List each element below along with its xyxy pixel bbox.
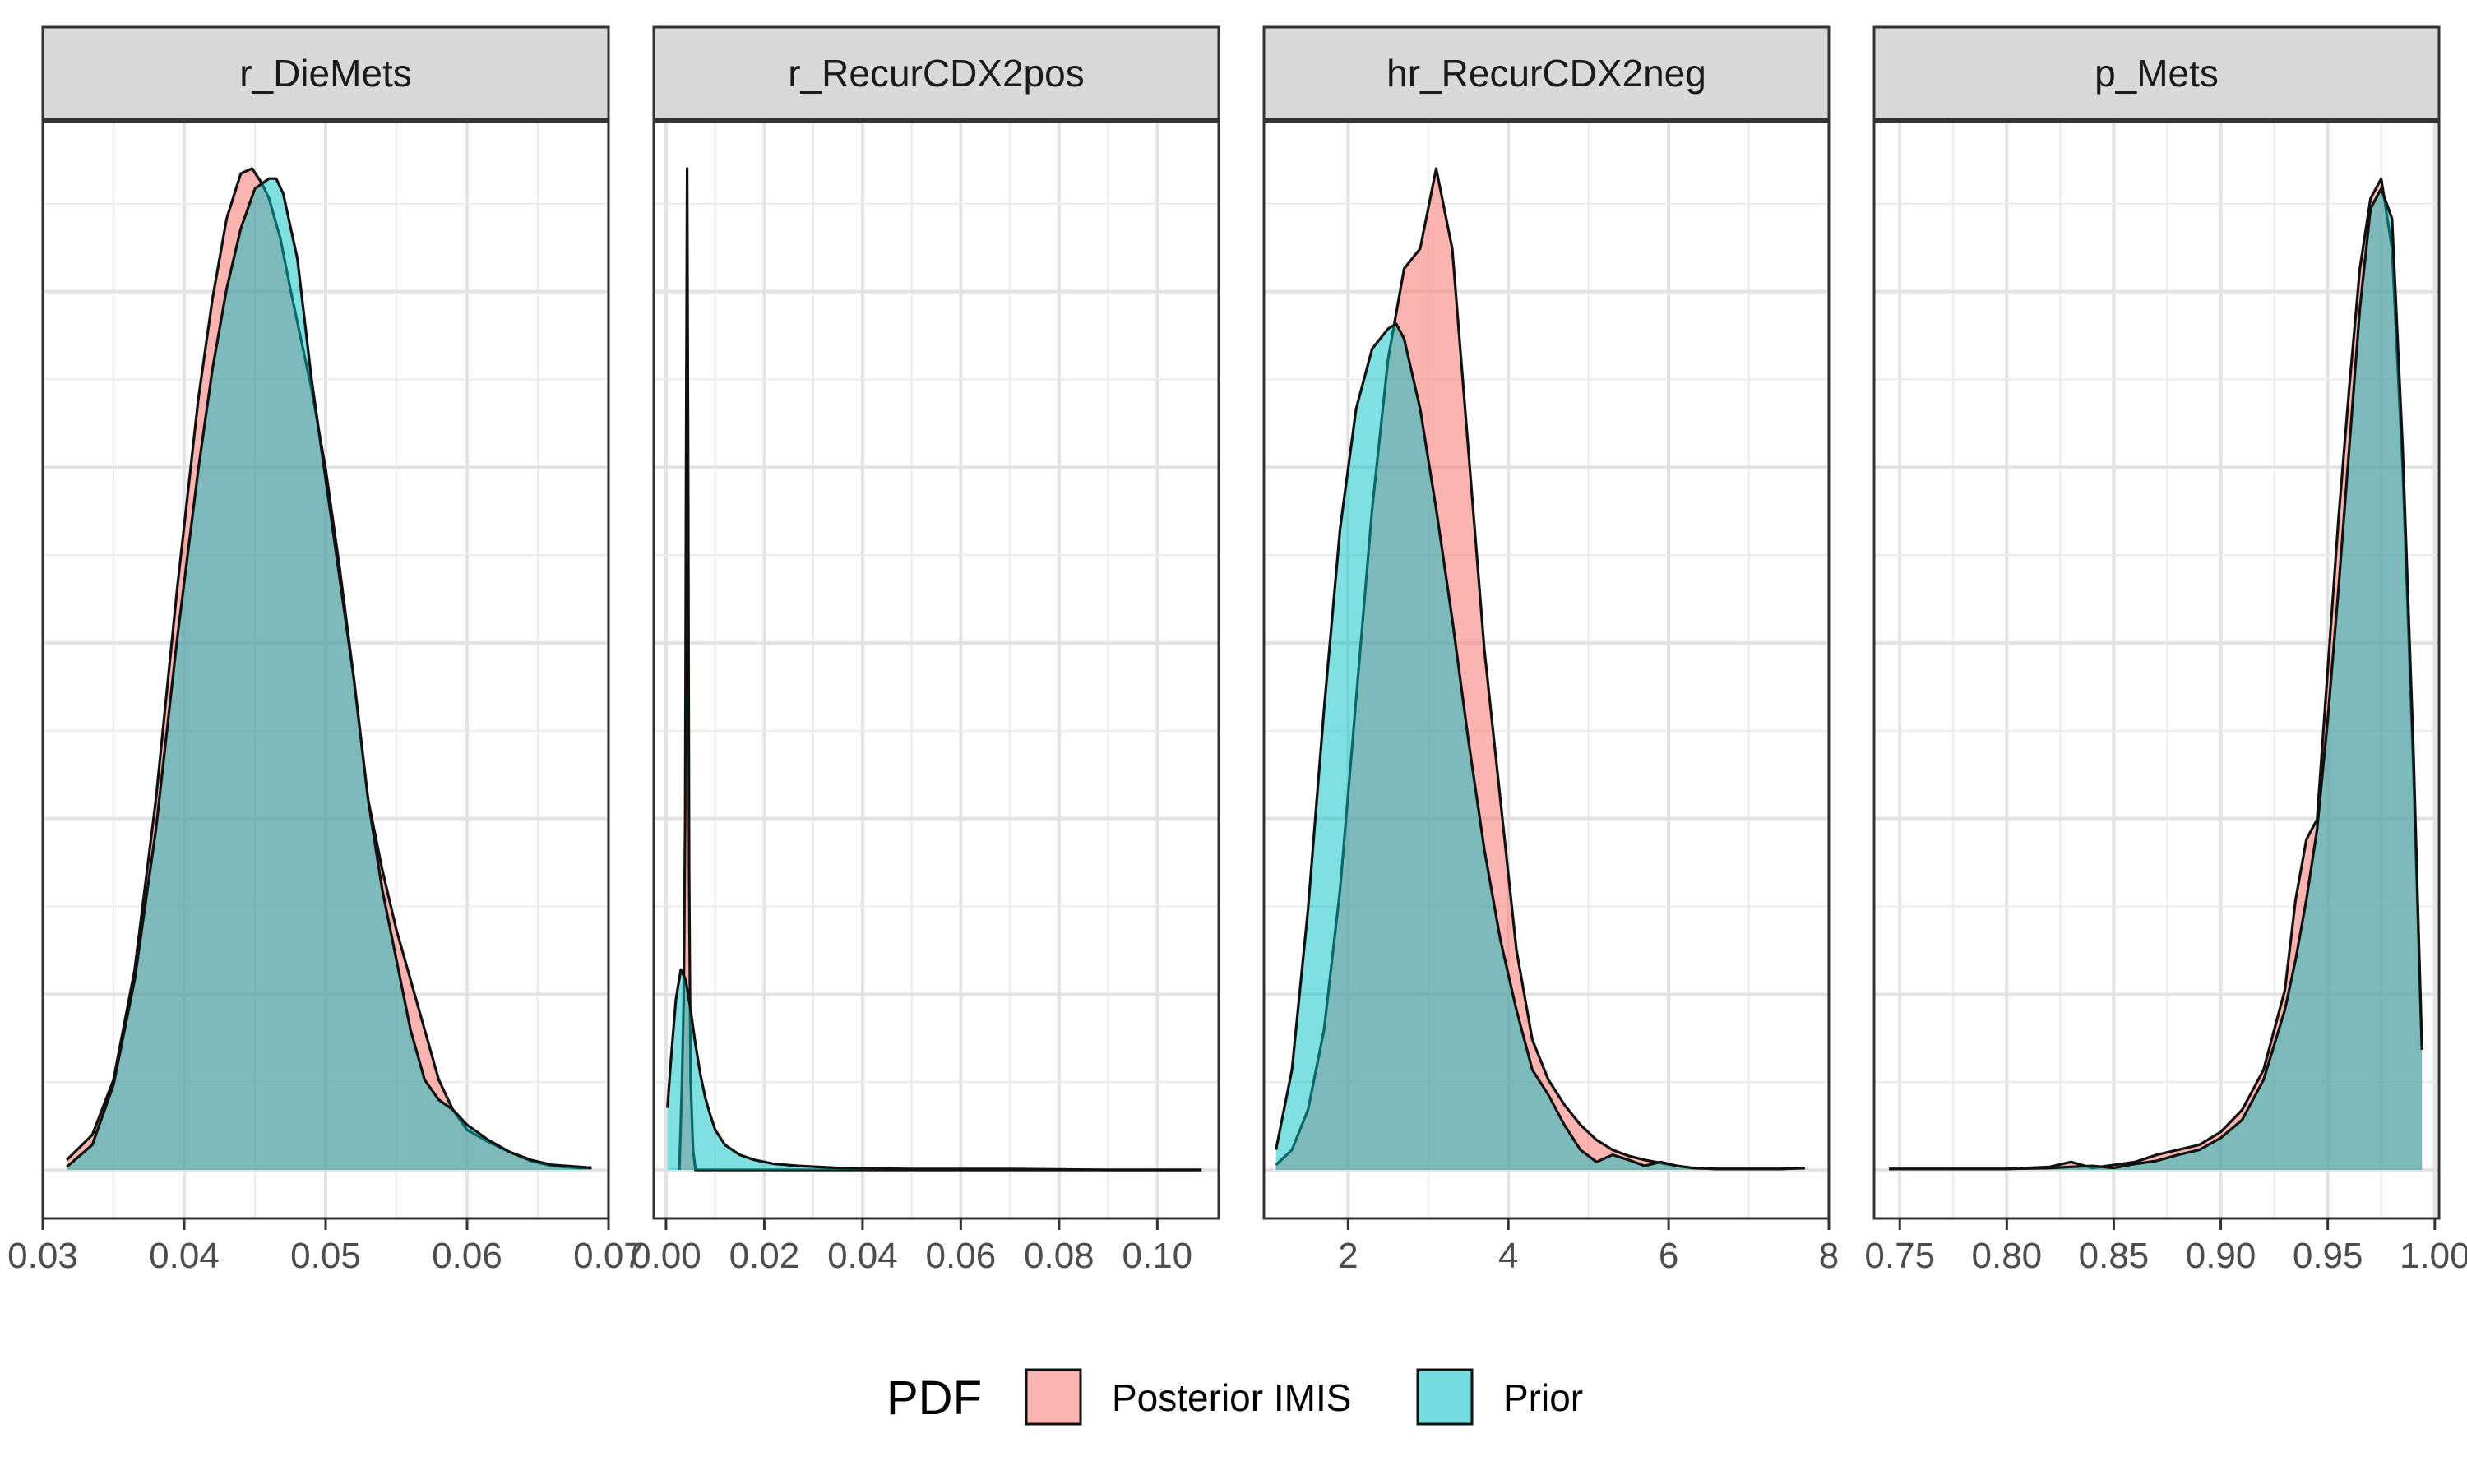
facet-strip-label: p_Mets	[2094, 52, 2219, 95]
prior-density-area	[667, 969, 1202, 1170]
legend-key-swatch	[1416, 1368, 1474, 1426]
x-tick-label: 0.75	[1864, 1236, 1935, 1276]
facet-strip	[1262, 25, 1831, 121]
legend-entry-label: Prior	[1503, 1376, 1583, 1419]
facet-panel-3: hr_RecurCDX2neg 2 4 6 8	[1262, 25, 1839, 1276]
prior-density-area	[1889, 188, 2423, 1170]
panel-plot-area	[1874, 122, 2439, 1218]
x-tick-label: 0.06	[432, 1236, 502, 1276]
prior-density-line	[1889, 187, 2423, 1171]
prior-density-area	[1275, 323, 1805, 1170]
prior-density-line	[1275, 322, 1805, 1171]
x-tick-label: 0.80	[1972, 1236, 2043, 1276]
panel-border	[652, 120, 1220, 1220]
x-tick-label: 0.05	[290, 1236, 361, 1276]
facet-panel-2: r_RecurCDX2pos 0.00 0.02 0.04 0.06 0.08 0.10	[631, 25, 1220, 1276]
x-tick-label: 0.06	[926, 1236, 997, 1276]
x-tick-label: 1.00	[2400, 1236, 2467, 1276]
prior-density-line	[66, 177, 592, 1170]
panel-background	[654, 122, 1219, 1218]
facet-strip	[652, 25, 1220, 121]
legend-entry-label: Posterior IMIS	[1112, 1376, 1351, 1419]
x-tick-label: 8	[1819, 1236, 1839, 1276]
prior-density-area	[67, 178, 592, 1171]
x-tick-label: 0.85	[2079, 1236, 2150, 1276]
x-tick-label: 2	[1338, 1236, 1358, 1276]
x-tick-label: 0.02	[729, 1236, 800, 1276]
x-tick-label: 0.95	[2293, 1236, 2363, 1276]
legend-title: PDF	[886, 1371, 982, 1425]
x-tick-label: 0.90	[2186, 1236, 2256, 1276]
x-tick-label: 0.08	[1024, 1236, 1095, 1276]
x-tick-label: 6	[1659, 1236, 1678, 1276]
posterior-density-line	[1889, 177, 2423, 1171]
x-tick-label: 0.04	[149, 1236, 220, 1276]
facet-strip-label: r_DieMets	[239, 52, 412, 95]
facet-panel-4: p_Mets 0.75 0.80 0.85 0.90 0.95 1.00	[1864, 25, 2467, 1276]
facet-strip-label: hr_RecurCDX2neg	[1386, 52, 1706, 95]
x-tick-label: 0.04	[827, 1236, 898, 1276]
x-tick-label: 4	[1498, 1236, 1518, 1276]
prior-density-line	[666, 968, 1202, 1172]
panel-border	[1872, 120, 2441, 1220]
legend: PDF Posterior IMIS Prior	[886, 1368, 1583, 1426]
x-tick-label: 0.03	[7, 1236, 78, 1276]
facet-strip-label: r_RecurCDX2pos	[788, 52, 1084, 95]
x-tick-label: 0.10	[1122, 1236, 1193, 1276]
x-tick-label: 0.00	[631, 1236, 701, 1276]
panel-plot-area	[1264, 122, 1829, 1218]
x-tick-label: 0.07	[573, 1236, 644, 1276]
panel-plot-area	[43, 122, 609, 1218]
legend-key-swatch	[1025, 1368, 1082, 1426]
facet-panel-1: r_DieMets 0.03 0.04 0.05 0.06 0.07	[7, 25, 644, 1276]
panel-plot-area	[654, 122, 1219, 1218]
panel-border	[1262, 120, 1831, 1220]
facet-strip	[41, 25, 610, 121]
facet-strip	[1872, 25, 2441, 121]
